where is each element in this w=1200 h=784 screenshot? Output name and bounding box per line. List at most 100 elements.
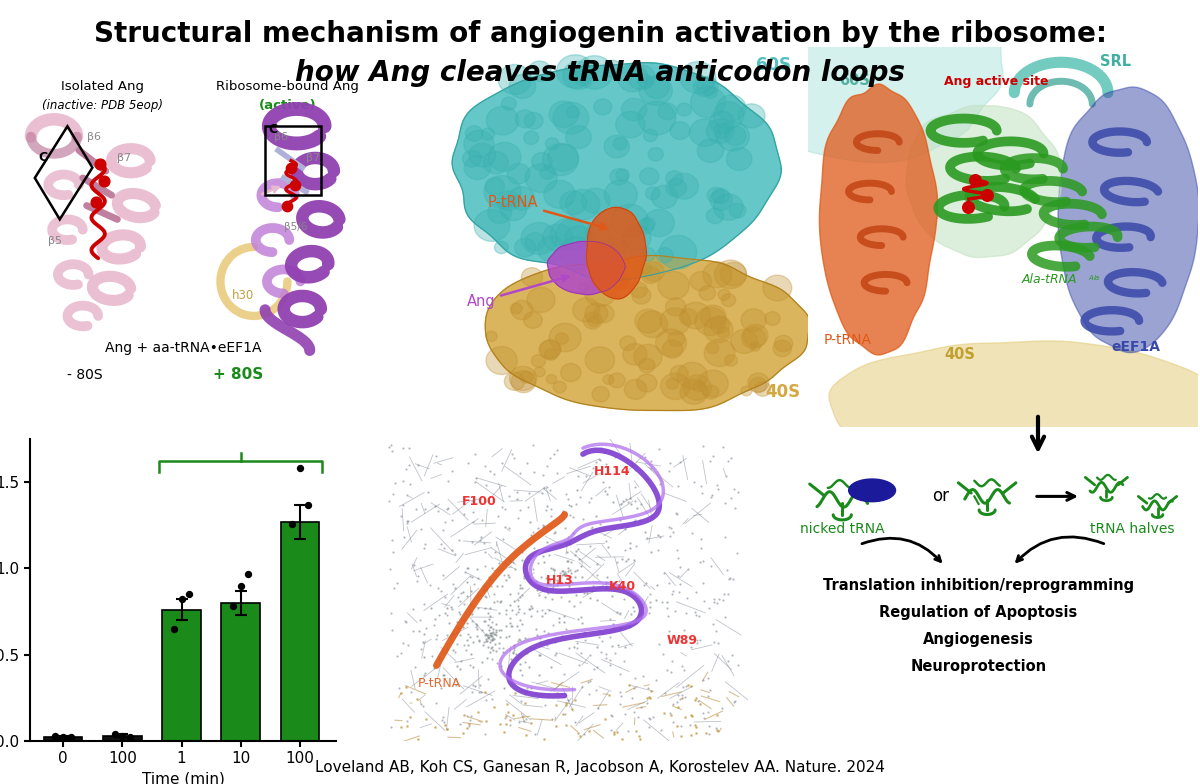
Circle shape — [677, 362, 708, 390]
Circle shape — [670, 122, 690, 140]
Circle shape — [704, 87, 718, 98]
Point — [180, 588, 199, 601]
Circle shape — [500, 197, 527, 220]
Circle shape — [704, 339, 736, 367]
Text: P-tRNA: P-tRNA — [488, 194, 606, 229]
Circle shape — [707, 119, 733, 143]
Circle shape — [716, 95, 746, 121]
Point — [290, 462, 310, 474]
Circle shape — [659, 235, 697, 269]
Circle shape — [725, 126, 746, 145]
Circle shape — [679, 309, 697, 325]
Circle shape — [584, 303, 608, 324]
Circle shape — [553, 102, 589, 134]
Circle shape — [592, 387, 610, 402]
Circle shape — [583, 312, 602, 329]
Point — [95, 175, 114, 187]
Circle shape — [740, 387, 751, 396]
Text: P-tRNA: P-tRNA — [823, 332, 871, 347]
Circle shape — [683, 375, 712, 400]
Circle shape — [551, 219, 587, 251]
Circle shape — [738, 103, 766, 128]
Circle shape — [646, 187, 660, 200]
Text: Regulation of Apoptosis: Regulation of Apoptosis — [880, 605, 1078, 620]
Circle shape — [628, 65, 655, 89]
Text: Ang active site: Ang active site — [944, 75, 1049, 88]
Bar — [222, 603, 260, 741]
Point — [277, 199, 298, 212]
Circle shape — [692, 381, 704, 392]
Circle shape — [730, 203, 746, 218]
Text: β6: β6 — [86, 132, 101, 142]
Circle shape — [680, 62, 715, 93]
Circle shape — [658, 271, 689, 299]
Circle shape — [682, 303, 710, 328]
Circle shape — [534, 367, 545, 377]
Circle shape — [486, 331, 497, 341]
Circle shape — [721, 294, 736, 307]
Text: Ribosome-bound Ang: Ribosome-bound Ang — [216, 80, 359, 93]
Polygon shape — [906, 106, 1061, 258]
Circle shape — [773, 340, 792, 357]
Circle shape — [697, 77, 718, 95]
Point — [977, 189, 996, 201]
Circle shape — [623, 225, 652, 250]
Circle shape — [521, 267, 542, 286]
Text: - 80S: - 80S — [67, 368, 103, 382]
Circle shape — [690, 119, 720, 147]
Circle shape — [726, 147, 752, 170]
Circle shape — [559, 237, 595, 270]
Text: K40: K40 — [608, 580, 636, 593]
Circle shape — [648, 147, 664, 161]
Circle shape — [486, 347, 517, 375]
Polygon shape — [485, 256, 810, 411]
Point — [54, 731, 73, 744]
Circle shape — [703, 262, 732, 288]
Circle shape — [474, 209, 510, 241]
Circle shape — [498, 64, 532, 94]
Circle shape — [731, 329, 757, 354]
Point — [106, 728, 125, 740]
Circle shape — [524, 112, 544, 129]
Circle shape — [718, 289, 731, 300]
Point — [223, 600, 242, 612]
Circle shape — [638, 311, 667, 338]
Circle shape — [487, 202, 511, 223]
Circle shape — [521, 223, 557, 255]
Text: Loveland AB, Koh CS, Ganesan R, Jacobson A, Korostelev AA. Nature. 2024: Loveland AB, Koh CS, Ganesan R, Jacobson… — [316, 760, 884, 775]
Polygon shape — [820, 84, 937, 355]
Circle shape — [532, 153, 552, 171]
Circle shape — [509, 74, 535, 98]
Circle shape — [616, 111, 646, 138]
Circle shape — [610, 169, 629, 185]
Circle shape — [622, 98, 647, 121]
Circle shape — [613, 137, 628, 150]
Point — [90, 158, 109, 170]
Polygon shape — [547, 241, 625, 295]
Circle shape — [642, 262, 664, 281]
Text: Translation inhibition/reprogramming: Translation inhibition/reprogramming — [823, 578, 1134, 593]
Circle shape — [524, 233, 545, 251]
Circle shape — [526, 164, 557, 193]
Point — [232, 579, 251, 592]
Circle shape — [658, 103, 677, 120]
Circle shape — [690, 271, 712, 291]
Circle shape — [641, 217, 655, 230]
Circle shape — [557, 55, 594, 88]
Circle shape — [750, 377, 767, 393]
Circle shape — [660, 373, 690, 400]
Circle shape — [527, 287, 556, 312]
Polygon shape — [829, 341, 1200, 477]
Text: 60S: 60S — [839, 73, 870, 88]
Circle shape — [656, 248, 673, 263]
Point — [86, 196, 106, 209]
Circle shape — [638, 358, 655, 372]
Circle shape — [594, 99, 612, 115]
Circle shape — [666, 379, 678, 389]
Circle shape — [720, 263, 746, 286]
Circle shape — [542, 224, 572, 251]
Circle shape — [484, 151, 509, 174]
Text: 40S: 40S — [766, 383, 800, 401]
Circle shape — [704, 317, 733, 343]
Circle shape — [611, 205, 649, 238]
